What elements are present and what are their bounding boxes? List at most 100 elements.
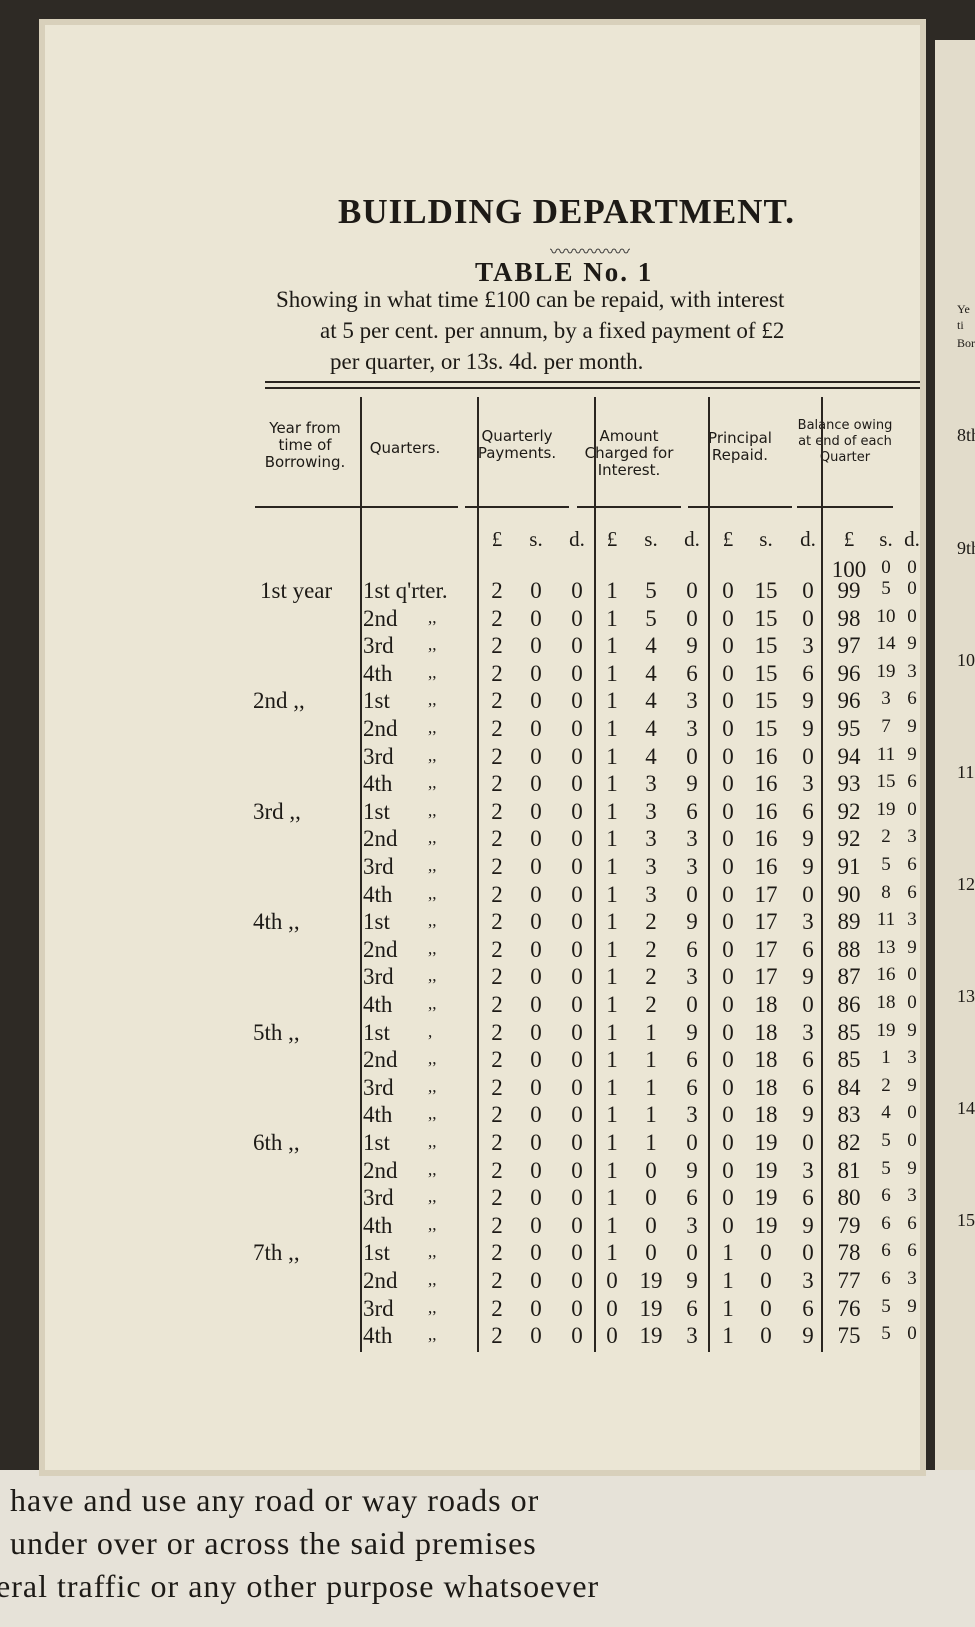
amount-cell: 9 [907,936,917,958]
amount-cell: 2 [491,964,503,990]
amount-cell: 17 [754,909,778,935]
amount-cell: 0 [571,1323,583,1349]
amount-cell: 6 [907,688,917,710]
amount-cell: 17 [754,964,778,990]
amount-cell: 0 [722,660,734,686]
amount-cell: 0 [722,716,734,741]
amount-cell: 9 [686,1157,698,1183]
quarter-cell: 1st [363,909,390,935]
amount-cell: 4 [645,660,657,686]
amount-cell: 7 [881,716,891,737]
ditto-cell: ,, [428,1049,437,1069]
header-rule [465,506,569,508]
amount-cell: 4 [645,743,657,769]
year-cell: 3rd ,, [253,798,301,824]
amount-cell: 2 [491,1157,503,1183]
amount-cell: 0 [530,964,542,990]
amount-cell: 0 [571,1212,583,1238]
amount-cell: 0 [907,578,917,599]
amount-cell: 2 [491,1185,503,1211]
amount-cell: 0 [530,771,542,797]
next-page-text: 12 [957,874,975,894]
amount-cell: 0 [530,936,542,962]
ditto-cell: ,, [428,1297,437,1317]
quarter-cell: 2nd [363,826,398,852]
ditto-cell: ,, [428,966,437,986]
amount-cell: 1 [645,1074,657,1100]
amount-cell: 94 [837,743,861,769]
amount-cell: 2 [491,798,503,824]
amount-cell: 2 [491,1074,503,1100]
amount-cell: 76 [837,1295,861,1321]
amount-cell: 0 [530,743,542,769]
amount-cell: 15 [754,688,778,714]
amount-cell: 0 [722,771,734,797]
amount-cell: 0 [802,1130,814,1155]
amount-cell: 0 [686,605,698,631]
amount-cell: 1 [606,1047,618,1073]
amount-cell: 85 [837,1019,861,1045]
ditto-cell: ,, [428,1132,437,1151]
amount-cell: 18 [754,992,778,1017]
amount-cell: 4 [645,688,657,714]
amount-cell: 2 [491,578,503,603]
ditto-cell: ,, [428,1104,437,1124]
amount-cell: 3 [645,771,657,797]
amount-cell: 9 [802,1212,814,1238]
amount-cell: 2 [491,1212,503,1238]
amount-cell: 3 [645,854,657,879]
amount-cell: 0 [722,1212,734,1238]
amount-cell: 2 [881,1074,891,1096]
amount-cell: 96 [837,660,861,686]
amount-cell: 9 [686,771,698,797]
amount-cell: 0 [907,1130,917,1151]
amount-cell: 3 [686,854,698,879]
column-rule [360,397,362,1352]
amount-cell: 6 [907,881,917,903]
amount-cell: 0 [686,743,698,769]
quarter-cell: 4th [363,1102,393,1128]
amount-cell: 15 [754,660,778,686]
amount-cell: 1 [606,826,618,852]
amount-cell: 3 [907,660,917,682]
unit-label: d. [569,527,585,551]
ditto-cell: ,, [428,718,437,737]
ditto-cell: ,, [428,1325,437,1345]
amount-cell: 16 [754,743,778,769]
amount-cell: 0 [530,578,542,603]
balance-cell: 100 [831,557,867,582]
amount-cell: 3 [686,1323,698,1349]
amount-cell: 19 [876,798,896,820]
amount-cell: 1 [606,1240,618,1266]
header-rule [352,506,458,508]
amount-cell: 2 [491,716,503,741]
amount-cell: 9 [907,1295,917,1317]
rule [265,387,920,389]
amount-cell: 91 [837,854,861,879]
amount-cell: 0 [571,881,583,907]
amount-cell: 1 [606,688,618,714]
amount-cell: 3 [686,716,698,741]
ditto-cell: ,, [428,911,437,931]
amount-cell: 0 [802,1240,814,1266]
amount-cell: 0 [530,854,542,879]
unit-label: s. [879,527,893,551]
description-line: Showing in what time £100 can be repaid,… [276,287,785,312]
table-title: TABLE No. 1 [475,257,654,287]
amount-cell: 0 [907,1323,917,1345]
amount-cell: 15 [754,633,778,659]
amount-cell: 0 [686,1130,698,1155]
unit-label: d. [800,527,816,551]
amount-cell: 1 [645,1102,657,1128]
amount-cell: 0 [571,1185,583,1211]
amount-cell: 1 [722,1295,734,1321]
amount-cell: 0 [722,688,734,714]
amount-cell: 1 [606,1019,618,1045]
amount-cell: 6 [907,1212,917,1234]
amount-cell: 0 [530,826,542,852]
ditto-cell: ,, [428,1076,437,1096]
amount-cell: 6 [907,771,917,793]
amount-cell: 0 [722,1157,734,1183]
amount-cell: 0 [686,1240,698,1266]
amount-cell: 9 [907,1074,917,1096]
